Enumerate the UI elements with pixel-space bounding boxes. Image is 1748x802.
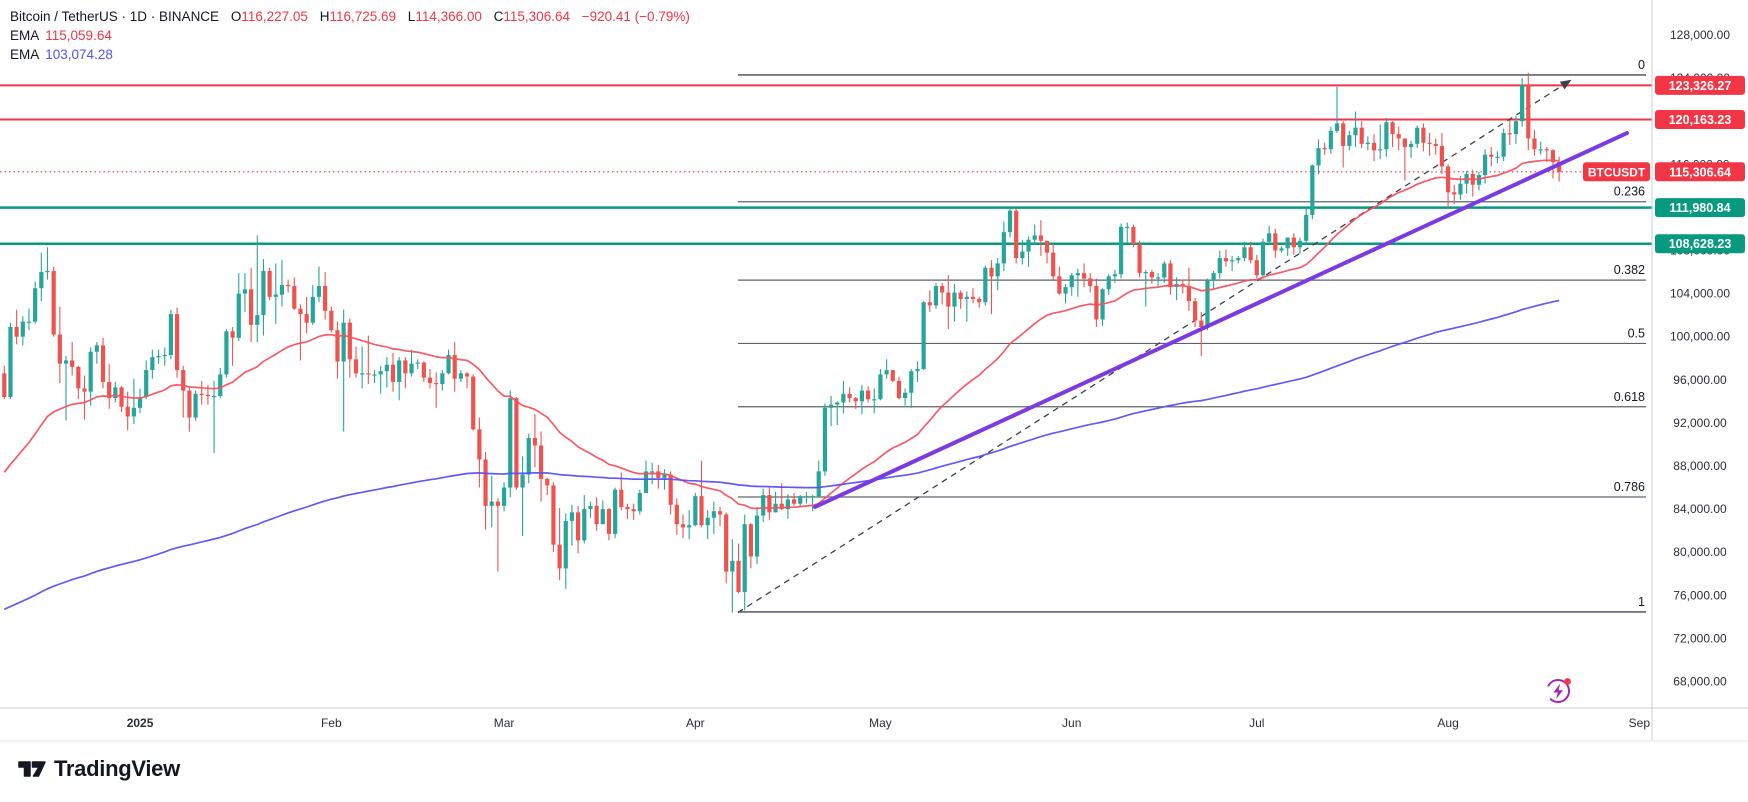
notification-dot [1564,678,1571,685]
open-value: 116,227.05 [241,9,308,24]
svg-text:84,000.00: 84,000.00 [1673,502,1727,516]
ema-slow-label: EMA [10,47,40,62]
close-label: C [493,9,504,24]
change-value: −920.41 (−0.79%) [581,9,690,24]
low-label: L [407,9,416,24]
svg-text:Apr: Apr [686,716,705,730]
open-label: O [230,9,242,24]
symbol-title[interactable]: Bitcoin / TetherUS · 1D · BINANCE [10,9,220,24]
svg-text:104,000.00: 104,000.00 [1670,287,1730,301]
low-value: 114,366.00 [415,9,482,24]
svg-text:May: May [869,716,892,730]
axes [0,0,1748,742]
svg-text:68,000.00: 68,000.00 [1673,675,1727,689]
ema-overlays [3,159,1560,611]
horizontal-price-lines[interactable] [0,84,1652,245]
svg-text:100,000.00: 100,000.00 [1670,330,1730,344]
svg-text:Jul: Jul [1249,716,1264,730]
close-value: 115,306.64 [503,9,570,24]
svg-text:Jun: Jun [1062,716,1081,730]
svg-text:0.236: 0.236 [1614,185,1645,199]
fib-level-labels: 0 0.236 0.382 0.5 0.618 0.786 1 [1614,58,1645,609]
ema-fast-label: EMA [10,28,40,43]
ema-fast-row[interactable]: EMA 115,059.64 [10,26,690,45]
svg-text:0: 0 [1638,58,1645,72]
price-axis[interactable]: 68,000.00 72,000.00 76,000.00 80,000.00 84,0… [1670,28,1730,689]
svg-text:0.786: 0.786 [1614,480,1645,494]
svg-text:2025: 2025 [127,716,154,730]
ema-slow-value: 103,074.28 [45,47,113,62]
svg-text:108,628.23: 108,628.23 [1669,237,1732,251]
high-value: 116,725.69 [329,9,397,24]
svg-text:80,000.00: 80,000.00 [1673,545,1727,559]
svg-text:76,000.00: 76,000.00 [1673,588,1727,602]
svg-text:96,000.00: 96,000.00 [1673,373,1727,387]
svg-text:115,306.64: 115,306.64 [1669,165,1731,179]
tradingview-logo[interactable]: TradingView [18,756,180,782]
svg-text:120,163.23: 120,163.23 [1669,113,1732,127]
svg-text:88,000.00: 88,000.00 [1673,459,1727,473]
symbol-ohlc-row[interactable]: Bitcoin / TetherUS · 1D · BINANCE O116,2… [10,7,690,26]
svg-text:0.5: 0.5 [1628,326,1645,340]
svg-text:Aug: Aug [1437,716,1458,730]
svg-text:Feb: Feb [321,716,342,730]
purple-trendline[interactable] [813,131,1630,509]
svg-text:0.618: 0.618 [1614,390,1645,404]
tradingview-logo-text: TradingView [54,756,180,781]
svg-text:1: 1 [1638,595,1645,609]
fib-retracement-lines[interactable] [737,74,1646,613]
svg-text:Mar: Mar [494,716,515,730]
ema-fast-value: 115,059.64 [45,28,112,43]
svg-text:72,000.00: 72,000.00 [1673,631,1727,645]
svg-text:128,000.00: 128,000.00 [1670,28,1730,42]
price-level-labels[interactable]: 123,326.27 120,163.23 111,980.84 108,628.23… [1583,75,1745,254]
svg-text:111,980.84: 111,980.84 [1669,201,1730,215]
flash-icon [1546,678,1571,703]
svg-text:Sep: Sep [1629,716,1651,730]
time-axis[interactable]: 2025 Feb Mar Apr May Jun Jul Aug Sep [127,716,1651,730]
chart-legend: Bitcoin / TetherUS · 1D · BINANCE O116,2… [10,7,690,64]
svg-text:92,000.00: 92,000.00 [1673,416,1727,430]
svg-text:123,326.27: 123,326.27 [1669,79,1732,93]
ema-slow-row[interactable]: EMA 103,074.28 [10,45,690,64]
dashed-trend-arrow[interactable] [737,79,1572,614]
svg-text:BTCUSDT: BTCUSDT [1588,165,1646,179]
tradingview-logo-icon [18,761,46,777]
svg-text:0.382: 0.382 [1614,263,1645,277]
flash-boost-button[interactable] [1541,672,1577,708]
high-label: H [319,9,330,24]
